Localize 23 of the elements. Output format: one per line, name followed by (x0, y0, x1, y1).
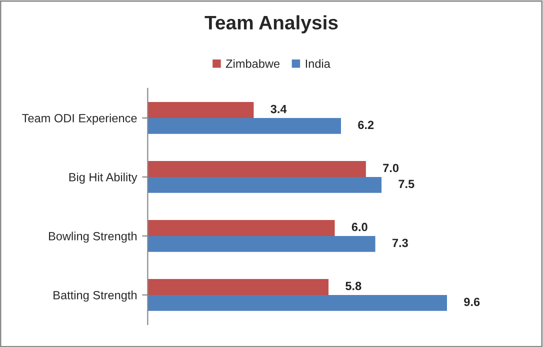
data-label: 7.0 (383, 164, 399, 172)
bar (148, 279, 329, 295)
bar (148, 220, 335, 236)
chart-title: Team Analysis (204, 15, 338, 34)
data-label: 9.6 (464, 298, 480, 306)
data-label: 6.2 (358, 120, 374, 130)
y-tick-label: Team ODI Experience (22, 114, 137, 125)
data-label: 7.3 (392, 238, 408, 248)
legend-label: India (306, 59, 330, 68)
bar (148, 294, 447, 311)
bar (148, 161, 366, 177)
data-label: 3.4 (270, 104, 287, 114)
bar (148, 176, 382, 193)
bar (148, 102, 254, 118)
y-tick-label: Bowling Strength (49, 232, 137, 243)
bar (148, 236, 376, 252)
data-label: 6.0 (352, 222, 368, 232)
data-label: 5.8 (346, 282, 362, 290)
y-tick-label: Batting Strength (54, 290, 137, 302)
legend-label: Zimbabwe (226, 59, 280, 68)
y-tick-label: Big Hit Ability (69, 172, 138, 184)
bar (148, 118, 341, 134)
data-label: 7.5 (398, 180, 414, 188)
